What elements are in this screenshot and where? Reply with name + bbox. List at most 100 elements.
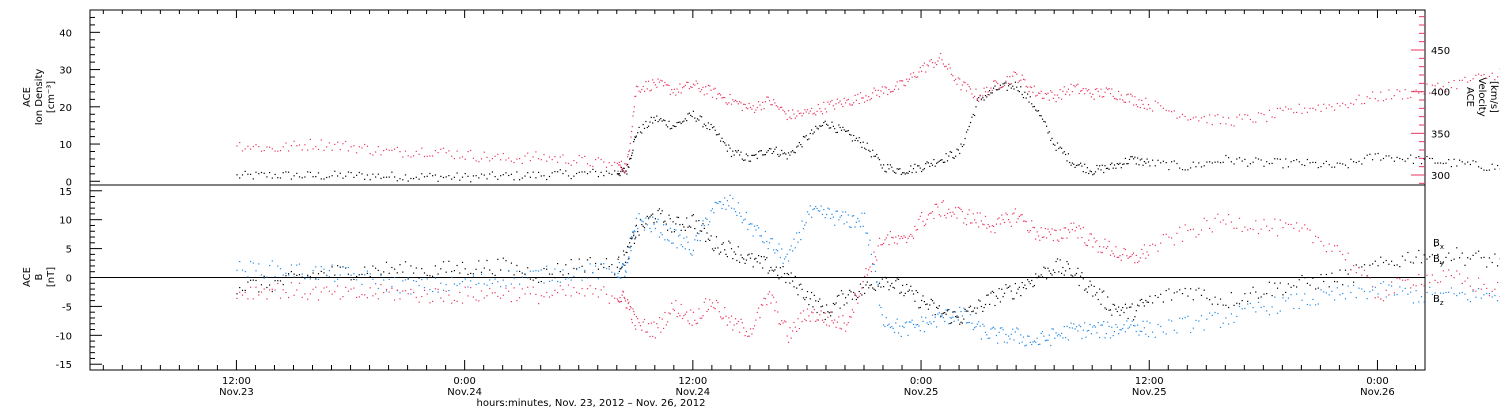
data-point bbox=[1323, 245, 1325, 247]
data-point bbox=[557, 280, 559, 283]
data-point bbox=[783, 111, 786, 113]
data-point bbox=[478, 300, 480, 302]
data-point bbox=[804, 136, 806, 138]
data-point bbox=[1217, 213, 1219, 215]
data-point bbox=[603, 286, 605, 288]
data-point bbox=[744, 262, 746, 264]
data-point bbox=[834, 224, 836, 226]
data-point bbox=[635, 236, 637, 238]
data-point bbox=[1301, 227, 1303, 229]
data-point bbox=[950, 151, 953, 153]
data-point bbox=[1137, 157, 1139, 159]
data-point bbox=[247, 276, 249, 278]
data-point bbox=[687, 81, 689, 83]
data-point bbox=[858, 220, 860, 222]
data-point bbox=[1317, 303, 1319, 305]
data-point bbox=[391, 266, 393, 269]
data-point bbox=[817, 319, 819, 321]
data-point bbox=[1336, 287, 1338, 289]
data-point bbox=[834, 303, 836, 306]
data-point bbox=[952, 316, 954, 318]
data-point bbox=[740, 102, 742, 104]
data-point bbox=[668, 120, 670, 122]
data-point bbox=[510, 283, 512, 285]
data-point bbox=[771, 152, 773, 155]
data-point bbox=[1152, 159, 1154, 161]
data-point bbox=[729, 321, 731, 323]
data-point bbox=[724, 249, 726, 251]
data-point bbox=[423, 289, 426, 291]
data-point bbox=[854, 294, 856, 296]
data-point bbox=[859, 226, 862, 228]
data-point bbox=[301, 149, 303, 151]
data-point bbox=[953, 311, 955, 313]
data-point bbox=[413, 272, 415, 274]
data-point bbox=[1222, 304, 1224, 306]
data-point bbox=[1141, 158, 1143, 160]
data-point bbox=[1050, 344, 1052, 347]
data-point bbox=[1119, 255, 1121, 257]
data-point bbox=[861, 97, 863, 99]
data-point bbox=[1247, 114, 1249, 116]
data-point bbox=[486, 295, 488, 297]
data-point bbox=[1342, 253, 1344, 256]
data-point bbox=[1380, 159, 1382, 161]
data-point bbox=[1260, 228, 1262, 230]
data-point bbox=[931, 314, 934, 316]
data-point bbox=[1085, 171, 1087, 174]
data-point bbox=[633, 111, 635, 113]
data-point bbox=[432, 275, 434, 277]
data-point bbox=[648, 80, 650, 82]
data-point bbox=[908, 78, 910, 80]
data-point bbox=[1203, 289, 1205, 291]
data-point bbox=[868, 96, 870, 98]
data-point bbox=[1041, 97, 1044, 99]
data-point bbox=[733, 251, 735, 253]
data-point bbox=[858, 295, 860, 297]
data-point bbox=[842, 126, 844, 128]
data-point bbox=[1131, 320, 1133, 322]
data-point bbox=[797, 145, 799, 147]
data-point bbox=[551, 294, 553, 296]
data-point bbox=[798, 328, 800, 330]
data-point bbox=[702, 126, 704, 128]
data-point bbox=[1361, 288, 1363, 290]
data-point bbox=[1128, 158, 1131, 160]
data-point bbox=[1442, 262, 1444, 264]
data-point bbox=[630, 250, 632, 252]
data-point bbox=[1082, 329, 1084, 331]
data-point bbox=[622, 167, 625, 169]
data-point bbox=[621, 266, 623, 268]
data-point bbox=[976, 98, 978, 100]
data-point bbox=[502, 279, 504, 281]
data-point bbox=[895, 172, 897, 174]
data-point bbox=[565, 264, 567, 266]
data-point bbox=[752, 235, 754, 237]
data-point bbox=[945, 313, 947, 315]
data-point bbox=[926, 218, 928, 220]
data-point bbox=[576, 269, 578, 271]
data-point bbox=[589, 165, 591, 167]
data-point bbox=[1228, 323, 1230, 325]
data-point bbox=[595, 262, 597, 265]
data-point bbox=[830, 127, 832, 129]
data-point bbox=[987, 94, 989, 96]
data-point bbox=[252, 262, 254, 264]
data-point bbox=[1138, 305, 1140, 307]
data-point bbox=[353, 273, 355, 275]
data-point bbox=[1157, 102, 1159, 104]
data-point bbox=[1317, 287, 1319, 289]
data-point bbox=[1134, 156, 1136, 158]
data-point bbox=[855, 99, 857, 101]
data-point bbox=[1009, 83, 1011, 85]
data-point bbox=[1108, 240, 1110, 243]
data-point bbox=[630, 307, 632, 309]
data-point bbox=[926, 64, 928, 66]
data-point bbox=[695, 235, 697, 237]
data-point bbox=[603, 175, 605, 177]
data-point bbox=[440, 297, 442, 299]
data-point bbox=[1036, 337, 1038, 339]
data-point bbox=[1080, 326, 1082, 328]
data-point bbox=[877, 245, 879, 247]
data-point bbox=[1399, 90, 1401, 92]
